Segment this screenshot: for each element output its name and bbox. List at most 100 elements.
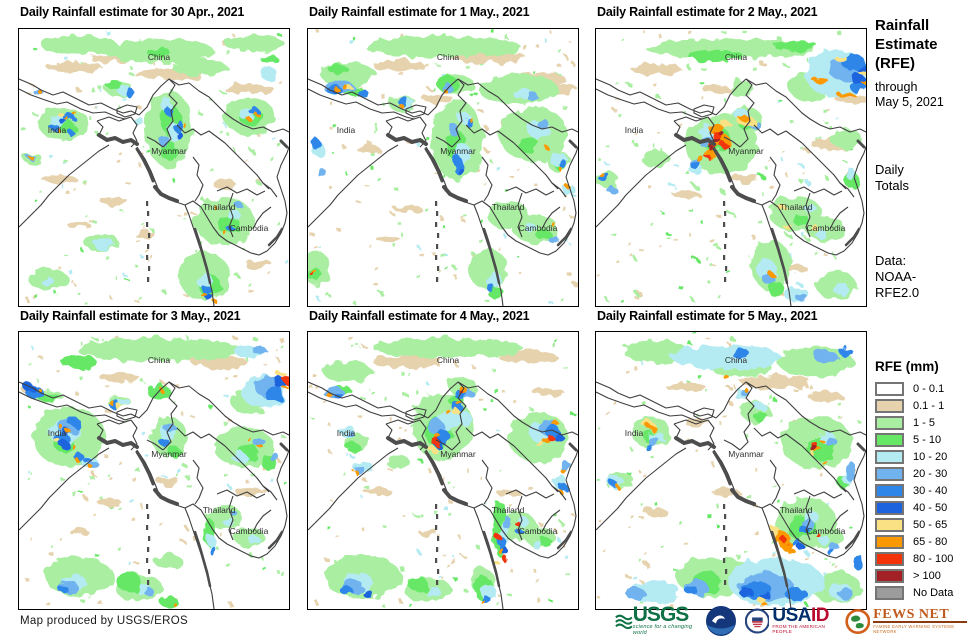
legend-swatch bbox=[875, 466, 904, 481]
country-label-thailand: Thailand bbox=[780, 505, 813, 515]
country-label-thailand: Thailand bbox=[203, 505, 236, 515]
legend-entry: 65 - 80 bbox=[875, 533, 953, 550]
map-canvas: China India Myanmar Thailand Cambodia bbox=[308, 335, 578, 609]
legend-label: 0 - 0.1 bbox=[913, 382, 945, 395]
country-label-china: China bbox=[148, 355, 170, 365]
country-label-myanmar: Myanmar bbox=[440, 146, 476, 156]
legend-label: 80 - 100 bbox=[913, 552, 954, 565]
legend-entry: 0 - 0.1 bbox=[875, 380, 953, 397]
legend-label: 40 - 50 bbox=[913, 501, 948, 514]
legend-entry: 30 - 40 bbox=[875, 482, 953, 499]
legend-swatch bbox=[875, 500, 904, 515]
legend-swatch bbox=[875, 534, 904, 549]
legend-entry: 80 - 100 bbox=[875, 550, 953, 567]
daily-totals-label: Daily Totals bbox=[875, 162, 909, 194]
country-label-india: India bbox=[625, 125, 644, 135]
legend-swatch bbox=[875, 517, 904, 532]
map-canvas: China India Myanmar Thailand Cambodia bbox=[308, 29, 578, 306]
legend-entry: 40 - 50 bbox=[875, 499, 953, 516]
map-canvas: China India Myanmar Thailand Cambodia bbox=[596, 332, 866, 609]
sidebar-title-line: Rainfall bbox=[875, 17, 930, 34]
data-source-label: Data: NOAA- RFE2.0 bbox=[875, 253, 919, 301]
usaid-logo: USAID FROM THE AMERICAN PEOPLE bbox=[744, 606, 838, 635]
legend-swatch bbox=[875, 415, 904, 430]
rfe-through-date: through May 5, 2021 bbox=[875, 80, 944, 110]
country-label-china: China bbox=[437, 355, 459, 365]
sidebar-title-line: Estimate bbox=[875, 36, 938, 53]
country-label-myanmar: Myanmar bbox=[728, 449, 764, 459]
country-label-thailand: Thailand bbox=[492, 505, 525, 515]
legend-entry: > 100 bbox=[875, 567, 953, 584]
country-label-china: China bbox=[437, 52, 459, 62]
legend-entry: 0.1 - 1 bbox=[875, 397, 953, 414]
legend-label: 10 - 20 bbox=[913, 450, 948, 463]
panel-title: Daily Rainfall estimate for 2 May., 2021 bbox=[597, 5, 818, 19]
fewsnet-logo: FEWS NET FAMINE EARLY WARNING SYSTEMS NE… bbox=[844, 607, 967, 636]
country-label-cambodia: Cambodia bbox=[519, 526, 558, 536]
panel-title: Daily Rainfall estimate for 30 Apr., 202… bbox=[20, 5, 245, 19]
noaa-emblem-icon bbox=[705, 606, 736, 636]
legend-swatch bbox=[875, 483, 904, 498]
country-label-india: India bbox=[625, 428, 644, 438]
legend-label: 5 - 10 bbox=[913, 433, 942, 446]
legend-swatch bbox=[875, 551, 904, 566]
legend-entry: 1 - 5 bbox=[875, 414, 953, 431]
rfe-title: Rainfall Estimate (RFE) bbox=[875, 16, 938, 73]
usgs-wave-icon bbox=[615, 614, 633, 630]
country-label-china: China bbox=[148, 52, 170, 62]
sidebar-data-line: Data: bbox=[875, 253, 907, 268]
country-label-cambodia: Cambodia bbox=[807, 526, 846, 536]
usaid-seal-icon bbox=[744, 608, 770, 634]
sidebar-title-line: (RFE) bbox=[875, 55, 915, 72]
country-label-myanmar: Myanmar bbox=[440, 449, 476, 459]
legend-label: No Data bbox=[913, 586, 954, 599]
country-label-myanmar: Myanmar bbox=[151, 146, 187, 156]
usgs-logo: USGS science for a changing world bbox=[615, 603, 700, 636]
legend-swatch bbox=[875, 449, 904, 464]
fewsnet-tagline: FAMINE EARLY WARNING SYSTEMS NETWORK bbox=[873, 624, 955, 634]
map-credit: Map produced by USGS/EROS bbox=[20, 615, 188, 627]
sidebar-data-line: RFE2.0 bbox=[875, 285, 920, 300]
legend-swatch bbox=[875, 432, 904, 447]
map-panel: China India Myanmar Thailand Cambodia bbox=[595, 28, 867, 307]
fewsnet-wordmark: FEWS NET bbox=[873, 608, 967, 623]
legend-swatch bbox=[875, 585, 904, 600]
map-panel: China India Myanmar Thailand Cambodia bbox=[595, 331, 867, 610]
usgs-wordmark: USGS bbox=[632, 603, 690, 626]
rfe-legend: RFE (mm) 0 - 0.1 0.1 - 1 1 - 5 5 - 10 10 - 2… bbox=[875, 359, 953, 601]
map-canvas: China India Myanmar Thailand Cambodia bbox=[596, 29, 866, 306]
country-label-china: China bbox=[725, 52, 747, 62]
map-panel: China India Myanmar Thailand Cambodia bbox=[307, 331, 579, 610]
country-label-myanmar: Myanmar bbox=[728, 146, 764, 156]
legend-label: 20 - 30 bbox=[913, 467, 948, 480]
fewsnet-globe-icon bbox=[844, 608, 870, 634]
country-label-india: India bbox=[48, 428, 67, 438]
noaa-logo bbox=[705, 606, 736, 636]
sidebar-data-line: NOAA- bbox=[875, 269, 917, 284]
country-label-cambodia: Cambodia bbox=[519, 223, 558, 233]
legend-entry: No Data bbox=[875, 584, 953, 601]
country-label-myanmar: Myanmar bbox=[151, 449, 187, 459]
legend-swatch bbox=[875, 398, 904, 413]
sidebar-totals-line: Totals bbox=[875, 178, 909, 193]
country-label-cambodia: Cambodia bbox=[230, 526, 269, 536]
usgs-tagline: science for a changing world bbox=[632, 624, 693, 636]
country-label-china: China bbox=[725, 355, 747, 365]
map-panel: China India Myanmar Thailand Cambodia bbox=[307, 28, 579, 307]
map-panel: China India Myanmar Thailand Cambodia bbox=[18, 28, 290, 307]
country-label-cambodia: Cambodia bbox=[230, 223, 269, 233]
sidebar-totals-line: Daily bbox=[875, 162, 904, 177]
map-canvas: China India Myanmar Thailand Cambodia bbox=[19, 334, 289, 609]
legend-swatch bbox=[875, 568, 904, 583]
panel-title: Daily Rainfall estimate for 4 May., 2021 bbox=[309, 309, 530, 323]
legend-entry: 20 - 30 bbox=[875, 465, 953, 482]
legend-entry: 50 - 65 bbox=[875, 516, 953, 533]
country-label-india: India bbox=[337, 428, 356, 438]
country-label-thailand: Thailand bbox=[203, 202, 236, 212]
legend-label: > 100 bbox=[913, 569, 941, 582]
country-label-india: India bbox=[337, 125, 356, 135]
legend-label: 1 - 5 bbox=[913, 416, 936, 429]
legend-entries: 0 - 0.1 0.1 - 1 1 - 5 5 - 10 10 - 20 20 - 30 3… bbox=[875, 380, 953, 601]
legend-title: RFE (mm) bbox=[875, 359, 939, 374]
